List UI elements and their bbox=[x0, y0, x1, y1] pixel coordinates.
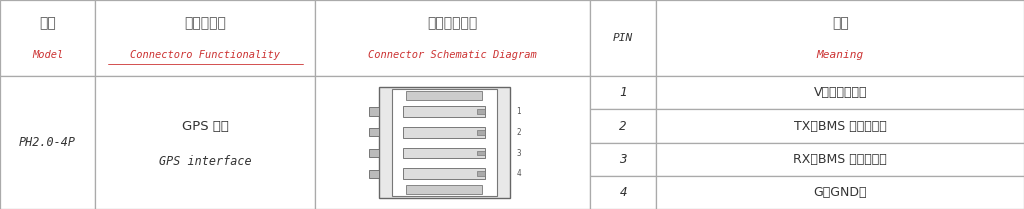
Text: PIN: PIN bbox=[613, 33, 633, 43]
Bar bbox=[590, 143, 656, 176]
Text: GPS 接口: GPS 接口 bbox=[182, 120, 228, 133]
Text: 3: 3 bbox=[516, 149, 521, 158]
Bar bbox=[590, 110, 656, 143]
Text: 接插件示意图: 接插件示意图 bbox=[427, 16, 478, 30]
Bar bbox=[403, 106, 485, 117]
Bar bbox=[590, 0, 656, 76]
Text: 4: 4 bbox=[620, 186, 627, 199]
Text: 含义: 含义 bbox=[831, 16, 849, 30]
Text: 接插件功能: 接插件功能 bbox=[184, 16, 226, 30]
Text: 1: 1 bbox=[516, 107, 521, 116]
Text: TX（BMS 信号发送）: TX（BMS 信号发送） bbox=[794, 120, 887, 133]
Bar bbox=[369, 149, 379, 157]
Bar bbox=[403, 168, 485, 179]
Bar bbox=[656, 110, 1024, 143]
Bar bbox=[407, 185, 482, 194]
Text: V（电池总正）: V（电池总正） bbox=[813, 86, 867, 99]
Bar bbox=[656, 76, 1024, 110]
Text: 3: 3 bbox=[620, 153, 627, 166]
Text: Meaning: Meaning bbox=[816, 50, 864, 60]
Bar bbox=[95, 0, 315, 76]
Bar bbox=[369, 128, 379, 136]
Bar bbox=[477, 130, 485, 135]
Bar bbox=[0, 76, 95, 209]
Text: GPS interface: GPS interface bbox=[159, 155, 252, 168]
Bar bbox=[315, 0, 590, 76]
Text: 2: 2 bbox=[620, 120, 627, 133]
Text: 型号: 型号 bbox=[39, 16, 56, 30]
Bar bbox=[369, 107, 379, 116]
Bar bbox=[379, 87, 510, 198]
Bar bbox=[315, 76, 590, 209]
Bar bbox=[403, 148, 485, 158]
Bar bbox=[0, 0, 95, 76]
Bar bbox=[407, 91, 482, 100]
Bar bbox=[477, 109, 485, 114]
Text: 2: 2 bbox=[516, 128, 521, 137]
Bar bbox=[590, 76, 656, 110]
Bar bbox=[369, 170, 379, 178]
Text: G（GND）: G（GND） bbox=[813, 186, 867, 199]
Bar bbox=[95, 76, 315, 209]
Bar bbox=[656, 176, 1024, 209]
Text: PH2.0-4P: PH2.0-4P bbox=[19, 136, 76, 149]
Text: RX（BMS 信号接收）: RX（BMS 信号接收） bbox=[794, 153, 887, 166]
Bar bbox=[392, 89, 497, 196]
Text: 4: 4 bbox=[516, 169, 521, 178]
Text: Connectoro Functionality: Connectoro Functionality bbox=[130, 50, 281, 60]
Bar bbox=[477, 171, 485, 176]
Bar bbox=[590, 176, 656, 209]
Text: Model: Model bbox=[32, 50, 63, 60]
Bar bbox=[477, 151, 485, 155]
Bar bbox=[403, 127, 485, 138]
Bar bbox=[656, 143, 1024, 176]
Text: 1: 1 bbox=[620, 86, 627, 99]
Bar bbox=[656, 0, 1024, 76]
Text: Connector Schematic Diagram: Connector Schematic Diagram bbox=[369, 50, 537, 60]
